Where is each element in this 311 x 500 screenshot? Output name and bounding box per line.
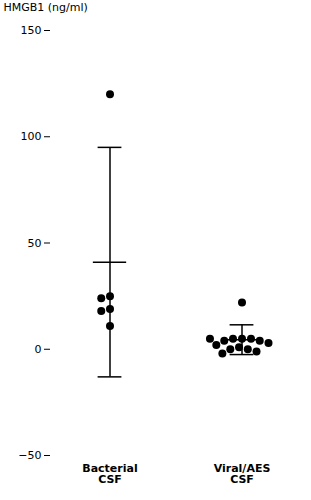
svg-text:100: 100 [21, 130, 42, 143]
svg-text:BacterialCSF: BacterialCSF [82, 462, 137, 486]
svg-text:150: 150 [21, 24, 42, 37]
svg-text:−50: −50 [18, 449, 41, 462]
svg-text:0: 0 [35, 343, 42, 356]
svg-text:50: 50 [28, 237, 42, 250]
svg-text:Viral/AESCSF: Viral/AESCSF [214, 462, 271, 486]
svg-text:HMGB1 (ng/ml): HMGB1 (ng/ml) [4, 1, 88, 14]
